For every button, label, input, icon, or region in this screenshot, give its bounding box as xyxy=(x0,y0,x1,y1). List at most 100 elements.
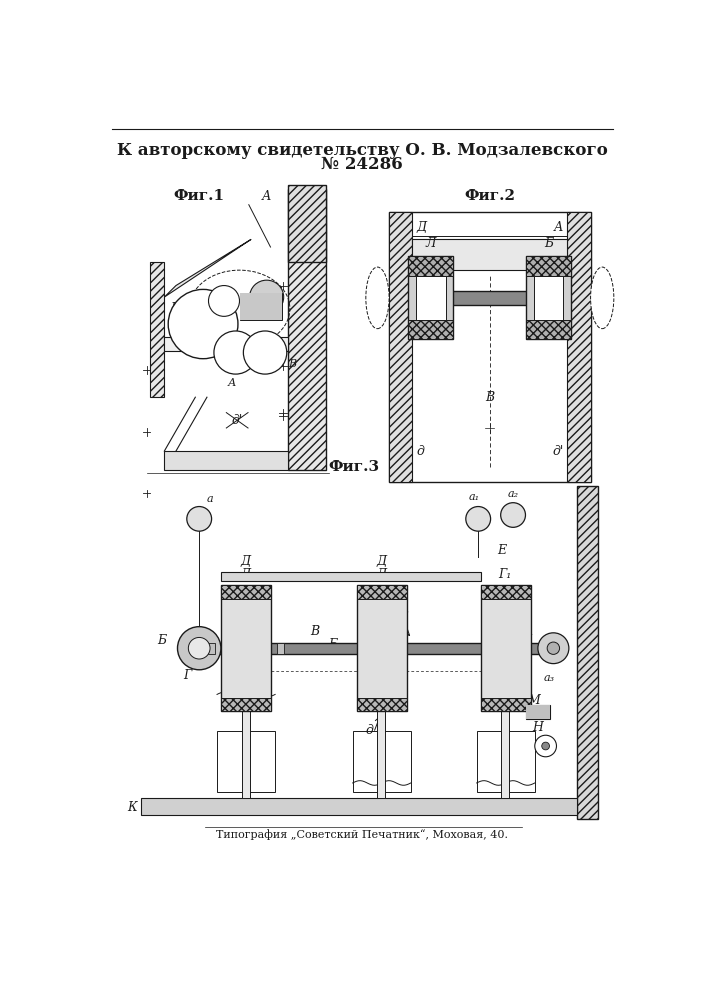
Circle shape xyxy=(534,735,556,757)
Circle shape xyxy=(547,642,559,654)
Bar xyxy=(151,262,164,397)
Text: В: В xyxy=(288,359,296,369)
Bar xyxy=(221,585,271,711)
Bar xyxy=(481,585,531,599)
Text: А: А xyxy=(394,625,404,638)
Bar xyxy=(409,320,453,339)
Text: Н: Н xyxy=(532,721,543,734)
Text: д: д xyxy=(366,724,373,737)
Text: А: А xyxy=(262,190,271,204)
Bar xyxy=(242,711,250,798)
Text: М: М xyxy=(527,694,540,707)
Bar xyxy=(409,256,453,276)
Bar xyxy=(215,643,549,654)
Circle shape xyxy=(188,637,210,659)
Text: Типография „Советский Печатник“, Моховая, 40.: Типография „Советский Печатник“, Моховая… xyxy=(216,829,508,840)
Ellipse shape xyxy=(590,267,614,329)
Text: Л: Л xyxy=(426,237,436,250)
Text: № 24286: № 24286 xyxy=(321,156,403,173)
Bar xyxy=(501,711,509,798)
Bar xyxy=(221,585,271,599)
Text: а: а xyxy=(207,494,214,504)
Bar xyxy=(481,585,531,711)
Bar xyxy=(577,486,598,819)
Bar xyxy=(416,276,445,320)
Text: Г₁: Г₁ xyxy=(498,568,512,581)
Bar xyxy=(412,239,567,270)
Text: В: В xyxy=(485,391,494,404)
Bar xyxy=(217,731,275,792)
Circle shape xyxy=(466,507,491,531)
Bar xyxy=(389,212,590,482)
Text: Б: Б xyxy=(170,302,180,315)
Bar xyxy=(481,698,531,711)
Text: Б: Б xyxy=(544,237,554,250)
Bar xyxy=(567,212,590,482)
Text: д: д xyxy=(416,445,424,458)
Text: Ж: Ж xyxy=(518,634,532,647)
Bar xyxy=(409,256,453,339)
Text: а₃: а₃ xyxy=(544,673,555,683)
Circle shape xyxy=(214,331,257,374)
Text: З: З xyxy=(401,610,409,623)
Circle shape xyxy=(250,280,284,314)
Bar xyxy=(412,291,567,305)
Bar xyxy=(164,239,240,297)
Circle shape xyxy=(187,507,211,531)
Text: К: К xyxy=(127,801,137,814)
Bar xyxy=(353,731,411,792)
Bar xyxy=(276,643,284,654)
Text: Д: Д xyxy=(240,568,251,581)
Bar xyxy=(378,711,385,798)
Bar xyxy=(240,293,282,320)
Text: Фиг.1: Фиг.1 xyxy=(174,189,225,203)
Text: д': д' xyxy=(552,445,563,458)
Ellipse shape xyxy=(366,267,389,329)
Bar xyxy=(221,698,271,711)
Text: Фиг.2: Фиг.2 xyxy=(464,189,515,203)
Circle shape xyxy=(243,331,287,374)
Text: Д: Д xyxy=(240,555,251,568)
Bar xyxy=(526,256,571,276)
Circle shape xyxy=(177,627,221,670)
Bar xyxy=(208,643,216,654)
Bar xyxy=(526,320,571,339)
Text: а₂: а₂ xyxy=(508,489,519,499)
Text: К авторскому свидетельству О. В. Модзалевского: К авторскому свидетельству О. В. Модзале… xyxy=(117,142,607,159)
Text: Г: Г xyxy=(183,669,192,682)
Text: Д: Д xyxy=(376,555,387,568)
Circle shape xyxy=(501,503,525,527)
Circle shape xyxy=(168,289,238,359)
Text: Г: Г xyxy=(186,311,193,321)
Bar xyxy=(356,698,407,711)
Bar xyxy=(356,585,407,711)
Circle shape xyxy=(542,742,549,750)
Bar xyxy=(526,256,571,339)
Bar xyxy=(477,731,534,792)
Circle shape xyxy=(538,633,569,664)
Bar xyxy=(534,276,563,320)
Text: Б: Б xyxy=(328,638,337,651)
Bar xyxy=(526,705,549,719)
Text: а₁: а₁ xyxy=(469,492,480,502)
Text: Фиг.3: Фиг.3 xyxy=(329,460,380,474)
Bar xyxy=(389,212,412,482)
Text: Д: Д xyxy=(376,568,387,581)
Text: Е: Е xyxy=(497,544,506,557)
Bar xyxy=(164,337,288,351)
Bar xyxy=(288,185,325,262)
Bar xyxy=(356,585,407,599)
Bar xyxy=(141,798,577,815)
Bar xyxy=(288,189,325,470)
Bar xyxy=(412,239,567,270)
Text: В: В xyxy=(310,625,320,638)
Bar xyxy=(221,572,481,581)
Circle shape xyxy=(209,286,240,316)
Text: Д: Д xyxy=(416,221,426,234)
Text: А: А xyxy=(554,221,563,234)
Bar xyxy=(141,798,577,815)
Polygon shape xyxy=(164,239,251,297)
Bar xyxy=(240,293,282,320)
Text: Б: Б xyxy=(158,634,167,647)
Text: А: А xyxy=(228,378,236,388)
